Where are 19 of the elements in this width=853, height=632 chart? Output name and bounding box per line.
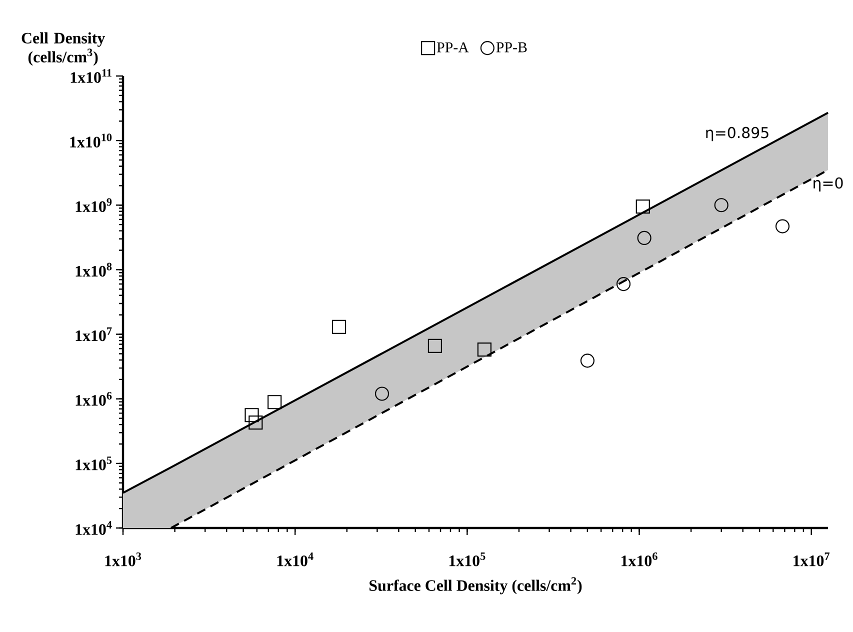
legend-label: PP-A <box>436 42 469 52</box>
y-tick-label: 1x10$^{9}$ <box>76 198 112 212</box>
x-axis-title: Surface Cell Density (cells/cm$^{2}$) <box>370 577 582 594</box>
y-tick-label: 1x10$^{5}$ <box>76 456 112 470</box>
x-tick-label: 1x10$^{7}$ <box>794 552 830 566</box>
x-tick-label: 1x10$^{5}$ <box>449 552 486 566</box>
x-tick-label: 1x10$^{3}$ <box>105 552 142 566</box>
x-tick-label: 1x10$^{4}$ <box>277 552 314 566</box>
y-tick-label: 1x10$^{7}$ <box>76 327 112 342</box>
y-tick-label: 1x10$^{6}$ <box>76 392 112 406</box>
x-tick-label: 1x10$^{6}$ <box>622 552 658 566</box>
y-tick-label: 1x10$^{4}$ <box>76 521 112 535</box>
series-label: η=0.895 <box>706 126 768 142</box>
legend-label: PP-B <box>496 42 527 52</box>
y-tick-label: 1x10$^{8}$ <box>76 262 112 277</box>
y-tick-label: 1x10$^{10}$ <box>70 134 112 148</box>
series-label: η=0 <box>814 177 843 192</box>
y-tick-label: 1x10$^{11}$ <box>70 69 112 83</box>
y-axis-title: Cell Density (cells/cm$^{3}$) <box>22 32 105 66</box>
